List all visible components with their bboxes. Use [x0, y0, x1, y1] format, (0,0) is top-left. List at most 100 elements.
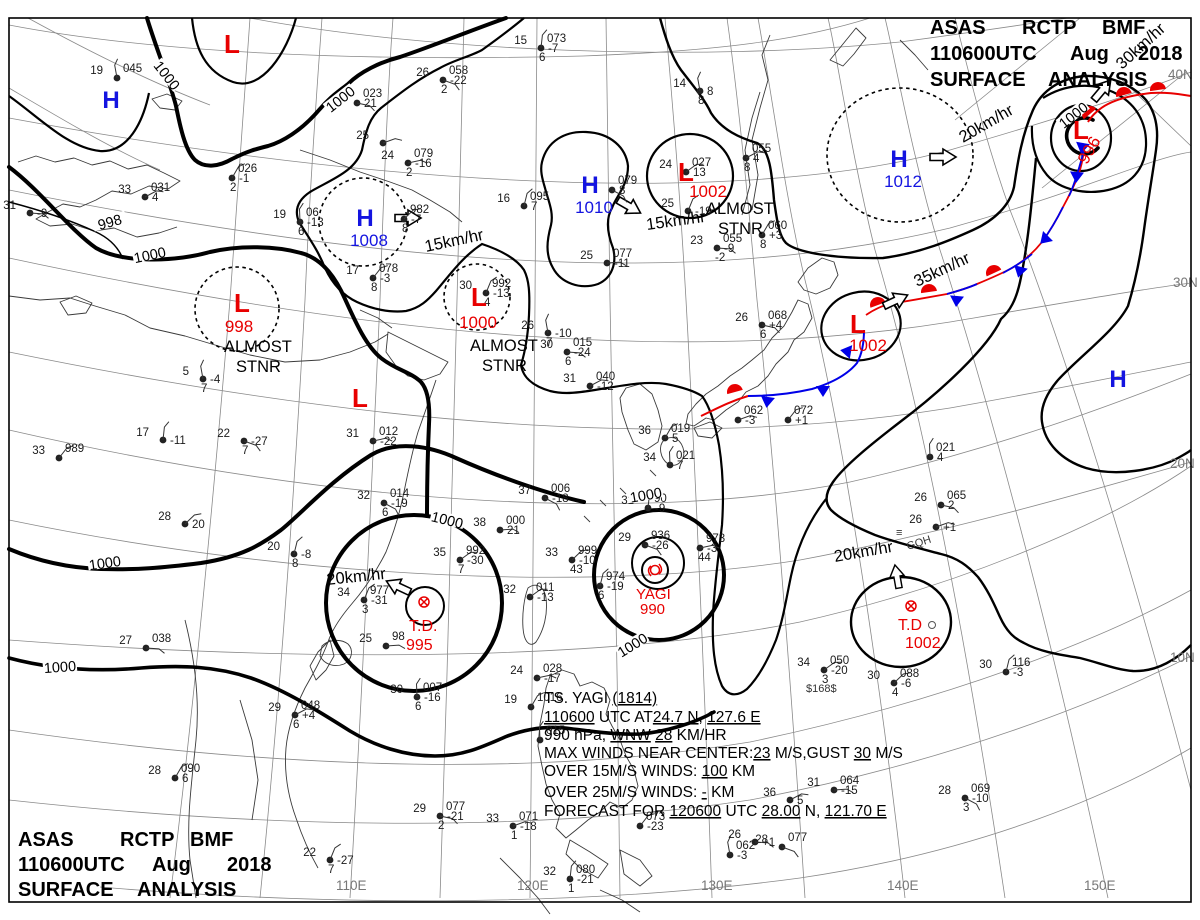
svg-text:6: 6: [293, 719, 299, 731]
svg-text:+4: +4: [302, 710, 316, 722]
svg-text:4: 4: [937, 452, 944, 464]
svg-text:29: 29: [618, 532, 631, 544]
svg-text:24: 24: [381, 150, 394, 162]
svg-text:1002: 1002: [689, 182, 727, 201]
svg-text:150E: 150E: [1084, 878, 1116, 893]
svg-text:-24: -24: [574, 347, 591, 359]
svg-text:4: 4: [892, 687, 899, 699]
svg-text:22: 22: [217, 428, 230, 440]
svg-text:028: 028: [543, 663, 562, 675]
svg-text:8: 8: [744, 162, 750, 174]
svg-text:-7: -7: [548, 43, 558, 55]
svg-text:977: 977: [370, 585, 389, 597]
svg-text:973: 973: [706, 533, 725, 545]
svg-text:21: 21: [364, 98, 377, 110]
svg-text:6: 6: [539, 52, 545, 64]
svg-text:038: 038: [152, 633, 171, 645]
svg-text:-26: -26: [652, 540, 669, 552]
svg-text:BMF: BMF: [190, 829, 233, 851]
svg-text:040: 040: [596, 371, 615, 383]
svg-text:31: 31: [346, 428, 359, 440]
svg-text:T.D.: T.D.: [409, 618, 437, 635]
svg-text:110600UTC: 110600UTC: [930, 43, 1037, 65]
svg-text:17: 17: [136, 427, 149, 439]
svg-text:110E: 110E: [336, 878, 367, 893]
svg-text:065: 065: [947, 490, 966, 502]
svg-text:OVER 15M/S WINDS: 100 KM: OVER 15M/S WINDS: 100 KM: [544, 763, 755, 780]
svg-text:-6: -6: [901, 678, 911, 690]
svg-text:116: 116: [1012, 657, 1030, 669]
svg-text:090: 090: [181, 763, 200, 775]
svg-text:26: 26: [735, 312, 748, 324]
svg-text:-13: -13: [307, 217, 324, 229]
svg-text:6: 6: [182, 773, 188, 785]
svg-text:130E: 130E: [701, 878, 733, 893]
svg-text:8: 8: [698, 95, 704, 107]
svg-text:1000: 1000: [43, 659, 76, 677]
svg-text:999: 999: [578, 545, 597, 557]
svg-text:28: 28: [938, 785, 951, 797]
svg-text:ASAS: ASAS: [18, 829, 74, 851]
svg-text:-3: -3: [1013, 667, 1023, 679]
svg-text:20: 20: [192, 519, 205, 531]
svg-text:L: L: [678, 157, 694, 187]
svg-text:-12: -12: [597, 381, 614, 393]
svg-text:24: 24: [659, 159, 672, 171]
svg-text:22: 22: [303, 847, 316, 859]
svg-text:98: 98: [392, 631, 405, 643]
svg-text:989: 989: [65, 443, 84, 455]
svg-text:ALMOST: ALMOST: [224, 338, 292, 356]
svg-text:16: 16: [497, 193, 510, 205]
svg-text:1: 1: [568, 883, 574, 895]
svg-text:-3: -3: [737, 850, 747, 862]
svg-text:079: 079: [414, 148, 433, 160]
svg-text:25: 25: [661, 198, 674, 210]
svg-text:055: 055: [752, 143, 771, 155]
svg-text:992: 992: [492, 278, 511, 290]
svg-text:1002: 1002: [849, 336, 887, 355]
svg-text:140E: 140E: [887, 878, 919, 893]
svg-text:34: 34: [337, 587, 350, 599]
svg-text:SURFACE: SURFACE: [18, 879, 114, 901]
svg-text:19: 19: [90, 65, 103, 77]
svg-text:-21: -21: [577, 874, 594, 886]
svg-text:2018: 2018: [227, 854, 272, 876]
svg-text:H: H: [356, 205, 373, 232]
svg-text:031: 031: [151, 182, 170, 194]
svg-text:STNR: STNR: [482, 357, 527, 375]
svg-text:26: 26: [521, 320, 534, 332]
svg-text:088: 088: [900, 668, 919, 680]
svg-text:20N: 20N: [1170, 456, 1195, 471]
svg-text:021: 021: [676, 450, 695, 462]
svg-text:24: 24: [510, 665, 523, 677]
svg-text:7: 7: [242, 445, 248, 457]
svg-text:+4: +4: [769, 320, 783, 332]
svg-text:19: 19: [504, 694, 517, 706]
svg-text:974: 974: [606, 571, 626, 583]
svg-text:FORECAST FOR 120600 UTC 28.00: FORECAST FOR 120600 UTC 28.00 N, 121.70 …: [544, 803, 887, 820]
svg-text:8: 8: [707, 86, 713, 98]
svg-text:6: 6: [415, 701, 421, 713]
svg-text:1000: 1000: [88, 554, 122, 574]
svg-text:33: 33: [486, 813, 499, 825]
svg-text:-7: -7: [411, 214, 421, 226]
svg-text:2: 2: [406, 167, 412, 179]
svg-text:-18: -18: [552, 493, 569, 505]
svg-text:-27: -27: [337, 855, 354, 867]
svg-text:2: 2: [948, 500, 954, 512]
svg-text:5: 5: [797, 795, 803, 807]
svg-text:27: 27: [119, 635, 132, 647]
svg-text:050: 050: [830, 655, 849, 667]
svg-text:RCTP: RCTP: [1022, 17, 1076, 39]
svg-text:BMF: BMF: [1102, 17, 1145, 39]
svg-text:2: 2: [441, 84, 447, 96]
svg-text:31: 31: [807, 777, 820, 789]
svg-text:3: 3: [963, 802, 969, 814]
svg-text:8: 8: [760, 239, 766, 251]
svg-text:992: 992: [466, 545, 485, 557]
svg-text:+1: +1: [943, 522, 956, 534]
svg-text:28: 28: [158, 511, 171, 523]
svg-text:027: 027: [692, 157, 711, 169]
svg-text:35: 35: [433, 547, 446, 559]
svg-text:095: 095: [530, 191, 549, 203]
